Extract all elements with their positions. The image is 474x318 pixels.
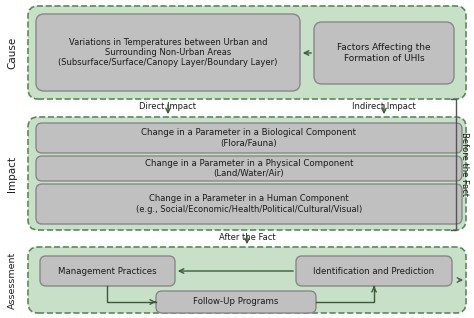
Text: Direct Impact: Direct Impact [139,102,197,111]
FancyBboxPatch shape [36,184,462,224]
FancyBboxPatch shape [36,14,300,91]
Text: Before the Fact: Before the Fact [461,132,470,197]
Text: Cause: Cause [7,36,17,69]
Text: Management Practices: Management Practices [58,266,157,275]
FancyBboxPatch shape [156,291,316,313]
Text: Change in a Parameter in a Human Component
(e.g., Social/Economic/Health/Politic: Change in a Parameter in a Human Compone… [136,194,362,214]
FancyBboxPatch shape [36,156,462,181]
Text: Variations in Temperatures between Urban and
Surrounding Non-Urban Areas
(Subsur: Variations in Temperatures between Urban… [58,38,278,67]
FancyBboxPatch shape [28,6,466,99]
FancyBboxPatch shape [314,22,454,84]
Text: Change in a Parameter in a Physical Component
(Land/Water/Air): Change in a Parameter in a Physical Comp… [145,159,353,178]
Text: Factors Affecting the
Formation of UHIs: Factors Affecting the Formation of UHIs [337,43,431,63]
FancyBboxPatch shape [36,123,462,153]
FancyBboxPatch shape [28,117,466,230]
FancyBboxPatch shape [40,256,175,286]
Text: Change in a Parameter in a Biological Component
(Flora/Fauna): Change in a Parameter in a Biological Co… [142,128,356,148]
Text: After the Fact: After the Fact [219,233,275,242]
FancyBboxPatch shape [28,247,466,313]
Text: Impact: Impact [7,156,17,191]
Text: Indirect Impact: Indirect Impact [352,102,416,111]
FancyBboxPatch shape [296,256,452,286]
Text: Follow-Up Programs: Follow-Up Programs [193,298,279,307]
Text: Identification and Prediction: Identification and Prediction [313,266,435,275]
Text: Assessment: Assessment [8,251,17,309]
